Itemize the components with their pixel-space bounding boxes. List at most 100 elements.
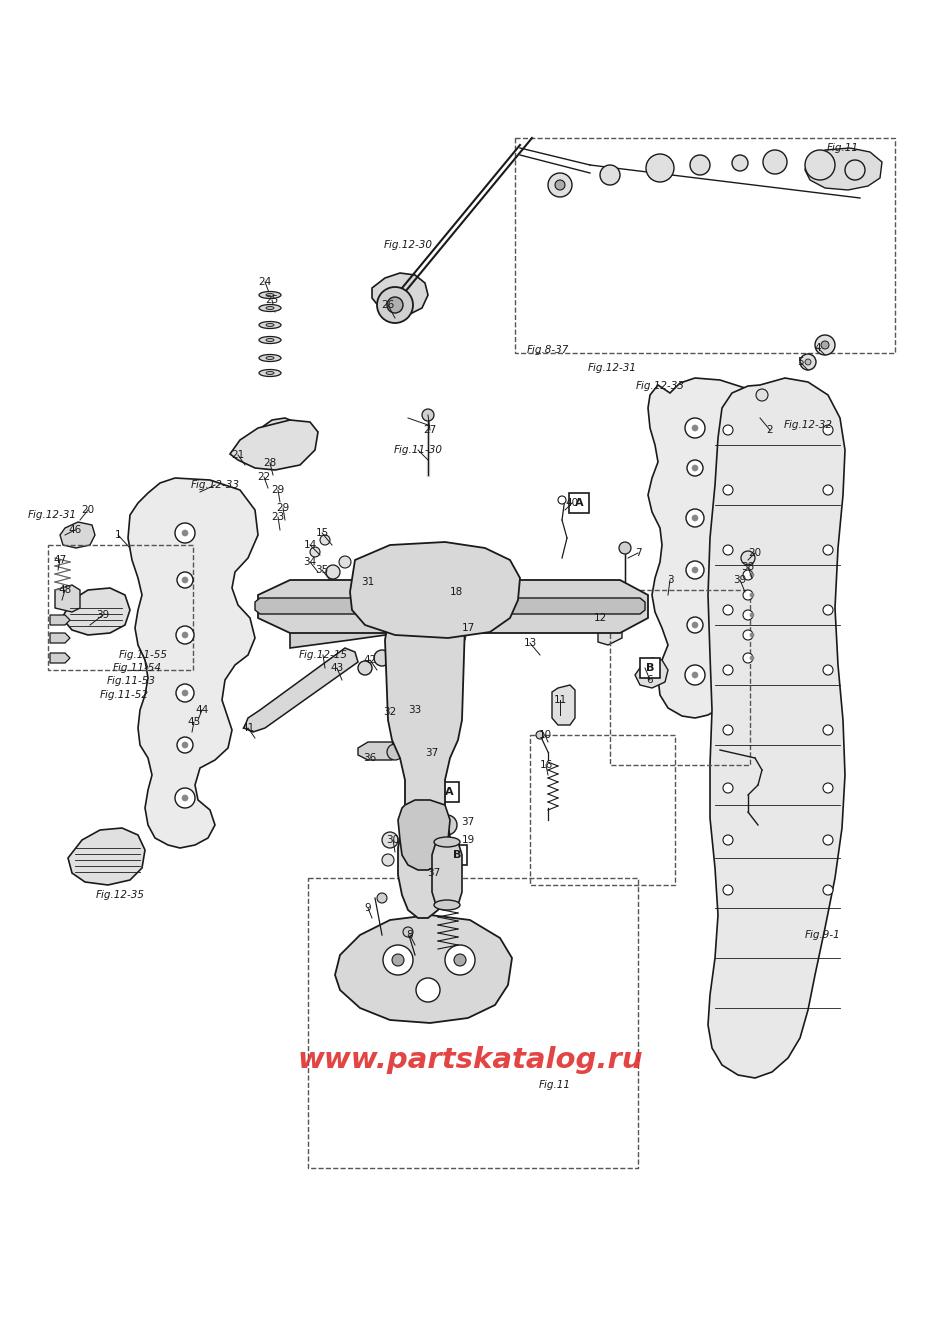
Circle shape — [800, 354, 816, 370]
Circle shape — [175, 788, 195, 808]
Bar — [515, 138, 895, 352]
Text: Fig.12-31: Fig.12-31 — [588, 363, 636, 374]
Text: 35: 35 — [316, 564, 329, 575]
Circle shape — [823, 885, 833, 894]
Circle shape — [424, 697, 440, 713]
Text: 3: 3 — [666, 575, 673, 586]
Text: A: A — [445, 787, 453, 798]
Circle shape — [454, 954, 466, 966]
Text: 47: 47 — [54, 555, 67, 564]
Ellipse shape — [259, 292, 281, 298]
Polygon shape — [244, 648, 358, 731]
Polygon shape — [598, 610, 622, 645]
Ellipse shape — [266, 371, 274, 375]
Circle shape — [177, 572, 193, 588]
Circle shape — [371, 578, 379, 586]
Polygon shape — [708, 378, 845, 1079]
Circle shape — [387, 297, 403, 313]
Text: Fig.11-55: Fig.11-55 — [118, 651, 167, 660]
Text: 29: 29 — [272, 485, 285, 496]
Text: 4: 4 — [815, 343, 822, 352]
Circle shape — [723, 545, 733, 555]
Circle shape — [823, 725, 833, 735]
Text: 40: 40 — [566, 498, 578, 507]
Circle shape — [392, 954, 404, 966]
Circle shape — [823, 835, 833, 845]
Circle shape — [182, 742, 188, 749]
Circle shape — [182, 795, 188, 802]
Circle shape — [750, 633, 754, 637]
Text: Fig.8-37: Fig.8-37 — [526, 344, 570, 355]
Text: Fig.11-52: Fig.11-52 — [100, 690, 149, 700]
Polygon shape — [335, 916, 512, 1023]
Circle shape — [750, 572, 754, 576]
Text: 33: 33 — [408, 705, 422, 716]
Polygon shape — [648, 378, 760, 718]
Circle shape — [750, 613, 754, 617]
Text: Fig.11-30: Fig.11-30 — [394, 445, 443, 454]
Text: 1: 1 — [115, 530, 121, 541]
Circle shape — [410, 708, 420, 717]
Circle shape — [823, 545, 833, 555]
Circle shape — [821, 341, 829, 348]
Text: 21: 21 — [231, 451, 244, 460]
Text: 9: 9 — [365, 904, 371, 913]
Circle shape — [723, 725, 733, 735]
Text: 39: 39 — [97, 610, 110, 620]
Circle shape — [815, 335, 835, 355]
Circle shape — [692, 515, 698, 521]
Circle shape — [686, 509, 704, 527]
Circle shape — [743, 629, 753, 640]
Text: Fig.12-15: Fig.12-15 — [299, 651, 348, 660]
Text: Fig.11: Fig.11 — [539, 1080, 571, 1090]
Polygon shape — [358, 742, 395, 761]
Text: 48: 48 — [58, 586, 71, 595]
Polygon shape — [372, 273, 428, 315]
Circle shape — [176, 625, 194, 644]
Text: 37: 37 — [428, 868, 441, 878]
Circle shape — [685, 665, 705, 685]
Text: 6: 6 — [647, 674, 653, 685]
Ellipse shape — [266, 306, 274, 310]
Text: Fig.12-33: Fig.12-33 — [635, 382, 684, 391]
Ellipse shape — [259, 370, 281, 376]
Text: Fig.11-53: Fig.11-53 — [106, 676, 155, 686]
Ellipse shape — [266, 323, 274, 326]
Text: 24: 24 — [258, 277, 272, 288]
Circle shape — [619, 542, 631, 554]
Text: 5: 5 — [797, 356, 804, 367]
Circle shape — [723, 606, 733, 615]
Circle shape — [732, 155, 748, 171]
Text: B: B — [453, 851, 462, 860]
Text: 34: 34 — [304, 556, 317, 567]
Circle shape — [365, 572, 385, 592]
Circle shape — [453, 574, 471, 592]
Circle shape — [763, 150, 787, 174]
Circle shape — [646, 154, 674, 182]
Circle shape — [723, 665, 733, 674]
Text: A: A — [574, 498, 584, 507]
Text: 11: 11 — [554, 696, 567, 705]
Ellipse shape — [266, 338, 274, 342]
Circle shape — [182, 632, 188, 639]
Circle shape — [743, 653, 753, 662]
Bar — [439, 782, 459, 802]
Circle shape — [182, 690, 188, 696]
Text: 2: 2 — [767, 425, 774, 435]
Polygon shape — [128, 478, 258, 848]
Circle shape — [403, 700, 427, 723]
Text: 46: 46 — [69, 525, 82, 535]
Bar — [308, 878, 638, 1169]
Polygon shape — [258, 580, 648, 633]
Circle shape — [382, 855, 394, 867]
Text: 16: 16 — [540, 761, 553, 770]
Circle shape — [437, 815, 457, 835]
Circle shape — [690, 155, 710, 175]
Text: Fig.12-31: Fig.12-31 — [27, 510, 76, 519]
Polygon shape — [350, 542, 520, 639]
Circle shape — [750, 656, 754, 660]
Ellipse shape — [434, 900, 460, 910]
Bar — [640, 659, 660, 678]
Circle shape — [750, 594, 754, 598]
Ellipse shape — [266, 294, 274, 297]
